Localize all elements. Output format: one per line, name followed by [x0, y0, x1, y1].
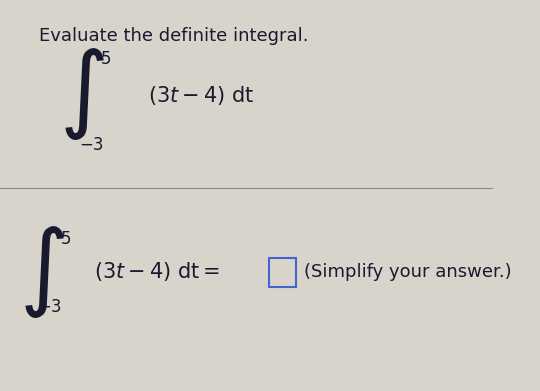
Text: $\int$: $\int$ — [58, 46, 104, 142]
FancyBboxPatch shape — [269, 258, 296, 287]
Text: 5: 5 — [60, 230, 71, 248]
Text: 5: 5 — [101, 50, 111, 68]
Text: (Simplify your answer.): (Simplify your answer.) — [303, 263, 511, 281]
Text: $(3t-4)\ \mathrm{dt} =$: $(3t-4)\ \mathrm{dt} =$ — [94, 260, 220, 283]
Text: −3: −3 — [37, 298, 62, 316]
Text: $(3t-4)\ \mathrm{dt}$: $(3t-4)\ \mathrm{dt}$ — [148, 84, 254, 107]
Text: Evaluate the definite integral.: Evaluate the definite integral. — [39, 27, 309, 45]
Text: −3: −3 — [79, 136, 104, 154]
Text: $\int$: $\int$ — [19, 224, 65, 320]
